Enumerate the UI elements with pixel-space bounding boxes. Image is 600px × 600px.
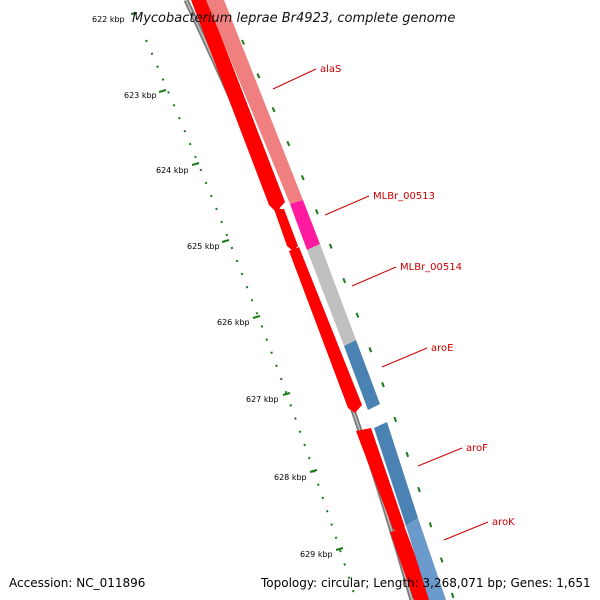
genome-summary-text: Topology: circular; Length: 3,268,071 bp… — [260, 576, 591, 590]
ruler-dotted-line — [145, 39, 357, 600]
gene-alaS[interactable] — [206, 0, 303, 204]
forward-cds-block-5 — [390, 528, 432, 600]
ruler-tick-625 — [221, 239, 230, 243]
ruler-label: 626 kbp — [217, 318, 250, 327]
gene-MLBr_00513[interactable] — [290, 200, 320, 250]
ruler-label: 623 kbp — [124, 91, 157, 100]
ruler-label: 629 kbp — [300, 550, 333, 559]
ruler-label: 628 kbp — [274, 473, 307, 482]
ruler-tick-626 — [252, 315, 261, 319]
gene-MLBr_00514[interactable] — [307, 244, 356, 346]
leader-MLBr_00513 — [324, 195, 370, 216]
ruler-tick-624 — [191, 162, 200, 166]
forward-cds-block-1 — [191, 0, 285, 212]
gene-label-alaS[interactable]: alaS — [320, 64, 341, 75]
ruler-tick-629 — [335, 547, 344, 551]
forward-cds-track — [191, 0, 432, 600]
forward-cds-block-4 — [356, 428, 405, 534]
ruler-tick-622 — [130, 12, 138, 15]
ruler-tick-628 — [309, 469, 318, 473]
genome-backbone-highlight — [185, 0, 413, 600]
genome-title: Mycobacterium leprae Br4923, complete ge… — [132, 11, 455, 26]
gene-label-aroK[interactable]: aroK — [492, 517, 515, 528]
leader-MLBr_00514 — [351, 266, 397, 287]
ruler-label: 627 kbp — [246, 395, 279, 404]
forward-cds-block-2 — [274, 209, 298, 251]
leader-aroK — [443, 521, 489, 541]
gene-label-leaders — [272, 68, 489, 541]
accession-text: Accession: NC_011896 — [9, 576, 145, 590]
gene-label-aroE[interactable]: aroE — [431, 343, 453, 354]
gene-label-aroF[interactable]: aroF — [466, 443, 488, 454]
gene-aroF[interactable] — [374, 422, 418, 526]
ruler-label: 622 kbp — [92, 15, 125, 24]
leader-alaS — [272, 68, 317, 90]
ruler-tick-623 — [158, 89, 167, 93]
gene-label-MLBr_00514[interactable]: MLBr_00514 — [400, 262, 462, 273]
leader-aroF — [417, 447, 463, 467]
genome-backbone — [183, 0, 415, 600]
ruler-label: 625 kbp — [187, 242, 220, 251]
gene-track — [206, 0, 446, 600]
gene-aroK[interactable] — [406, 518, 446, 600]
ruler-tick-627 — [282, 392, 291, 396]
ruler-major-ticks — [130, 12, 344, 551]
forward-cds-block-3 — [289, 247, 362, 413]
ruler-label: 624 kbp — [156, 166, 189, 175]
leader-aroE — [381, 347, 428, 368]
gene-label-MLBr_00513[interactable]: MLBr_00513 — [373, 191, 435, 202]
gene-aroE[interactable] — [344, 340, 380, 410]
